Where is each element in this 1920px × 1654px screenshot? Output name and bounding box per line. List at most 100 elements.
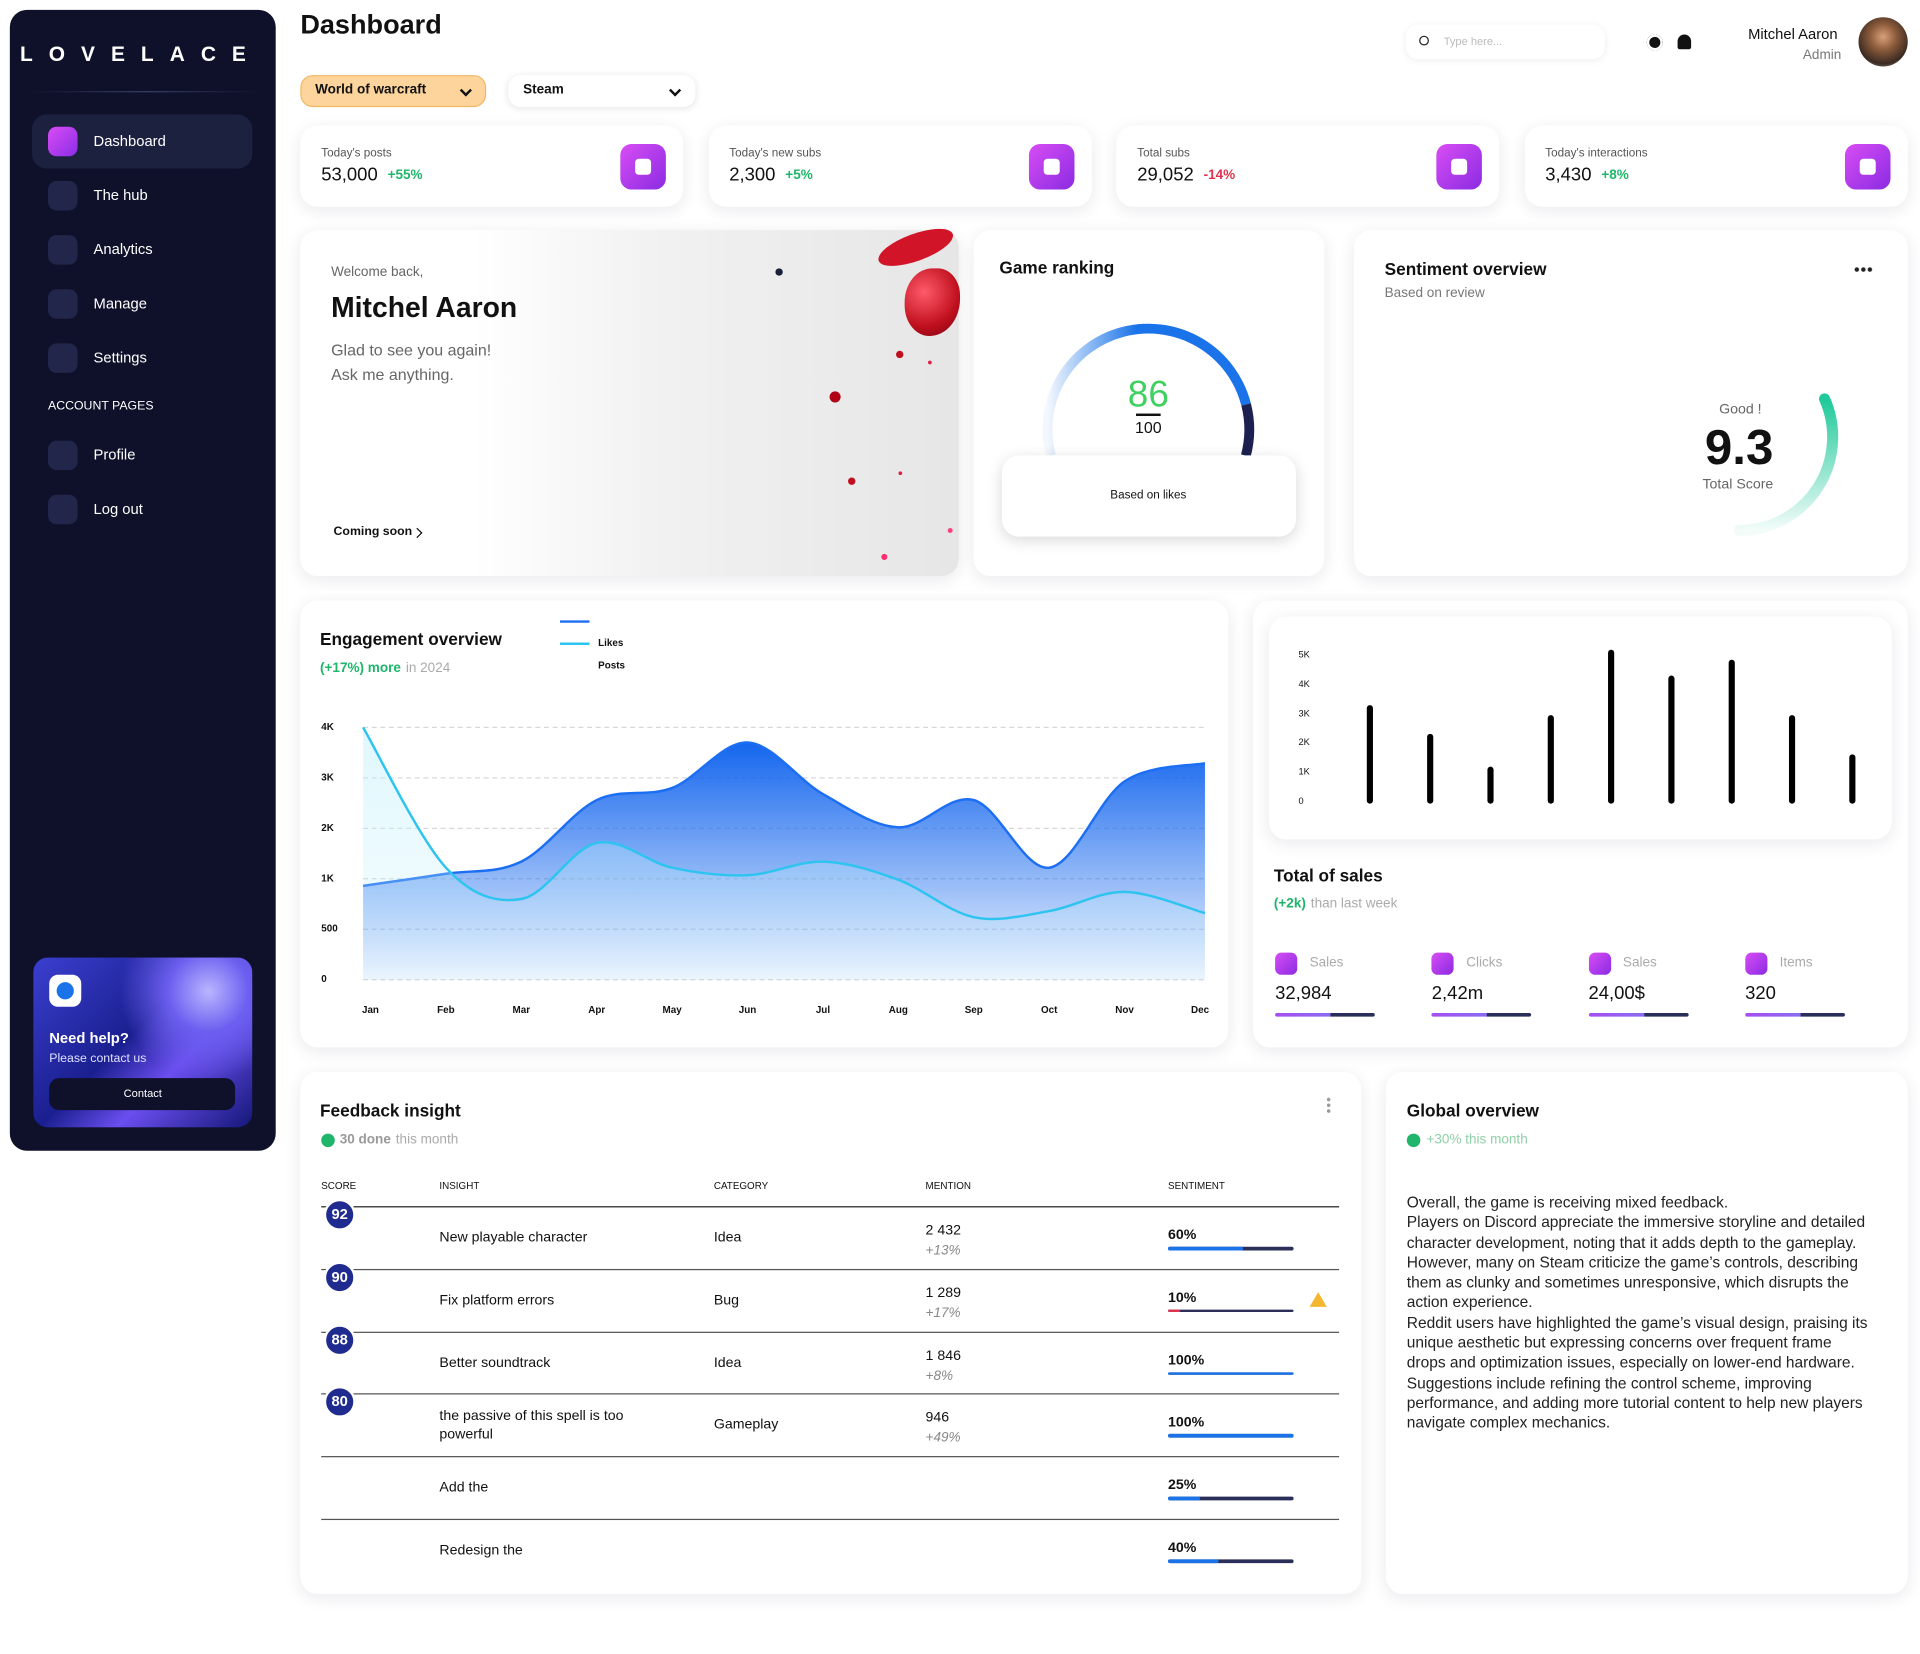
card-subtitle: +30% this month: [1426, 1132, 1528, 1148]
card-title: Feedback insight: [320, 1100, 461, 1121]
mini-stat-bar: [1588, 1012, 1689, 1017]
paint-drop: [927, 360, 932, 364]
sentiment-bar: [1168, 1309, 1181, 1313]
page-title: Dashboard: [300, 8, 442, 40]
chart-subtitle: (+2k) than last week: [1274, 896, 1397, 913]
bar: [1427, 733, 1434, 804]
row-rule: [321, 1331, 1340, 1333]
area: [363, 727, 1205, 980]
x-tick-label: Dec: [1190, 1004, 1210, 1016]
overview-paragraph: Overall, the game is receiving mixed fee…: [1406, 1193, 1729, 1212]
sentiment-bar: [1168, 1434, 1294, 1438]
mini-stat-icon: [1745, 952, 1768, 975]
nav-icon: [48, 343, 78, 373]
paint-drop: [828, 390, 841, 402]
bar: [1366, 705, 1373, 804]
y-tick-label: 0: [321, 973, 327, 985]
nav-label: Manage: [93, 294, 147, 313]
mini-stat-bar: [1275, 1012, 1375, 1017]
insight: New playable character: [439, 1230, 588, 1246]
bar: [1788, 715, 1796, 804]
stat-label: Today's posts: [321, 146, 392, 161]
help-button[interactable]: [49, 1078, 236, 1111]
mini-stat-icon: [1431, 952, 1454, 975]
more-button[interactable]: [1325, 1096, 1332, 1114]
mini-stat-value: 2,42m: [1431, 982, 1484, 1004]
paint-splash: [904, 268, 961, 337]
mention: 1 289: [925, 1285, 961, 1301]
legend-label: Likes: [598, 637, 624, 649]
card-title: Global overview: [1406, 1100, 1539, 1121]
mini-stat-bar: [1745, 1012, 1845, 1017]
sentiment-gauge: [1733, 393, 1839, 537]
settings-icon[interactable]: [1646, 34, 1663, 51]
card-subtitle: Based on review: [1384, 285, 1485, 301]
welcome-link[interactable]: Coming soon: [333, 525, 413, 539]
score-badge: [323, 1323, 356, 1356]
mini-stat-value: 24,00$: [1588, 982, 1645, 1004]
overview-paragraph: Players on Discord appreciate the immers…: [1406, 1213, 1866, 1252]
sentiment-track: [1168, 1559, 1294, 1563]
nav-label: Log out: [93, 500, 143, 518]
stat-label: Today's interactions: [1545, 146, 1648, 161]
gauge-remainder: [1241, 403, 1255, 457]
global-card: [1385, 1072, 1908, 1594]
mini-stat-value: 32,984: [1275, 982, 1332, 1004]
card-title: Game ranking: [999, 257, 1115, 278]
mention-change: +17%: [925, 1305, 961, 1321]
stat-card: [1524, 125, 1908, 207]
header-rule: [321, 1206, 1340, 1208]
sentiment-bar: [1168, 1496, 1200, 1500]
stat-value-row: 3,430 +8%: [1545, 164, 1629, 187]
stat-icon-glyph: [1859, 158, 1876, 175]
stat-value: 3,430: [1545, 164, 1592, 186]
mention-change: +8%: [925, 1368, 954, 1384]
column-header: CATEGORY: [713, 1180, 769, 1192]
score-badge: [323, 1198, 356, 1231]
mini-stat-label: Items: [1779, 955, 1813, 971]
chart-subtitle: (+17%) more in 2024: [320, 661, 450, 678]
bar: [1668, 675, 1675, 804]
sentiment-label: Good !: [1719, 402, 1762, 418]
score-value: 90: [331, 1268, 348, 1286]
more-button[interactable]: [1853, 265, 1874, 274]
subtitle-highlight: (+17%) more: [320, 661, 401, 676]
mention: 2 432: [925, 1223, 961, 1238]
filter-game[interactable]: [300, 75, 487, 108]
feedback-card: [300, 1072, 1362, 1594]
row-rule: [321, 1268, 1340, 1270]
chart-title: Engagement overview: [320, 629, 502, 649]
insight: Fix platform errors: [439, 1293, 555, 1308]
gauge-note-pill: [1001, 455, 1297, 537]
column-header: MENTION: [925, 1180, 971, 1192]
score-value: 88: [331, 1330, 348, 1348]
sentiment-caption: Total Score: [1702, 477, 1774, 493]
overview-paragraph: However, many on Steam criticize the gam…: [1406, 1254, 1858, 1312]
sentiment-track: [1168, 1496, 1294, 1500]
x-tick-label: Aug: [888, 1004, 908, 1016]
insight: Add the: [439, 1480, 489, 1496]
y-tick-label: 500: [321, 923, 338, 935]
paint-drop: [880, 553, 887, 560]
mini-stat-icon: [1275, 952, 1298, 975]
column-header: SENTIMENT: [1168, 1180, 1225, 1192]
stat-value-row: 2,300 +5%: [729, 164, 813, 187]
category: Bug: [713, 1293, 740, 1308]
column-header: SCORE: [321, 1180, 357, 1192]
bell-icon[interactable]: [1677, 34, 1692, 50]
help-button-label: Contact: [123, 1087, 162, 1100]
overview-paragraph: Reddit users have highlighted the game’s…: [1406, 1314, 1868, 1372]
x-tick-label: Sep: [964, 1004, 983, 1016]
nav-label: Settings: [93, 348, 147, 367]
check-icon: [321, 1133, 335, 1148]
filter-platform-label: Steam: [523, 82, 564, 98]
search-icon: [1419, 35, 1429, 46]
overview-text: Overall, the game is receiving mixed fee…: [1407, 1193, 1872, 1434]
welcome-line: Ask me anything.: [331, 365, 454, 384]
mini-stat-value: 320: [1745, 982, 1776, 1004]
filter-platform[interactable]: [508, 75, 696, 108]
search-box[interactable]: [1405, 24, 1605, 60]
sentiment-value: 10%: [1168, 1290, 1197, 1306]
stat-value: 29,052: [1137, 164, 1194, 186]
